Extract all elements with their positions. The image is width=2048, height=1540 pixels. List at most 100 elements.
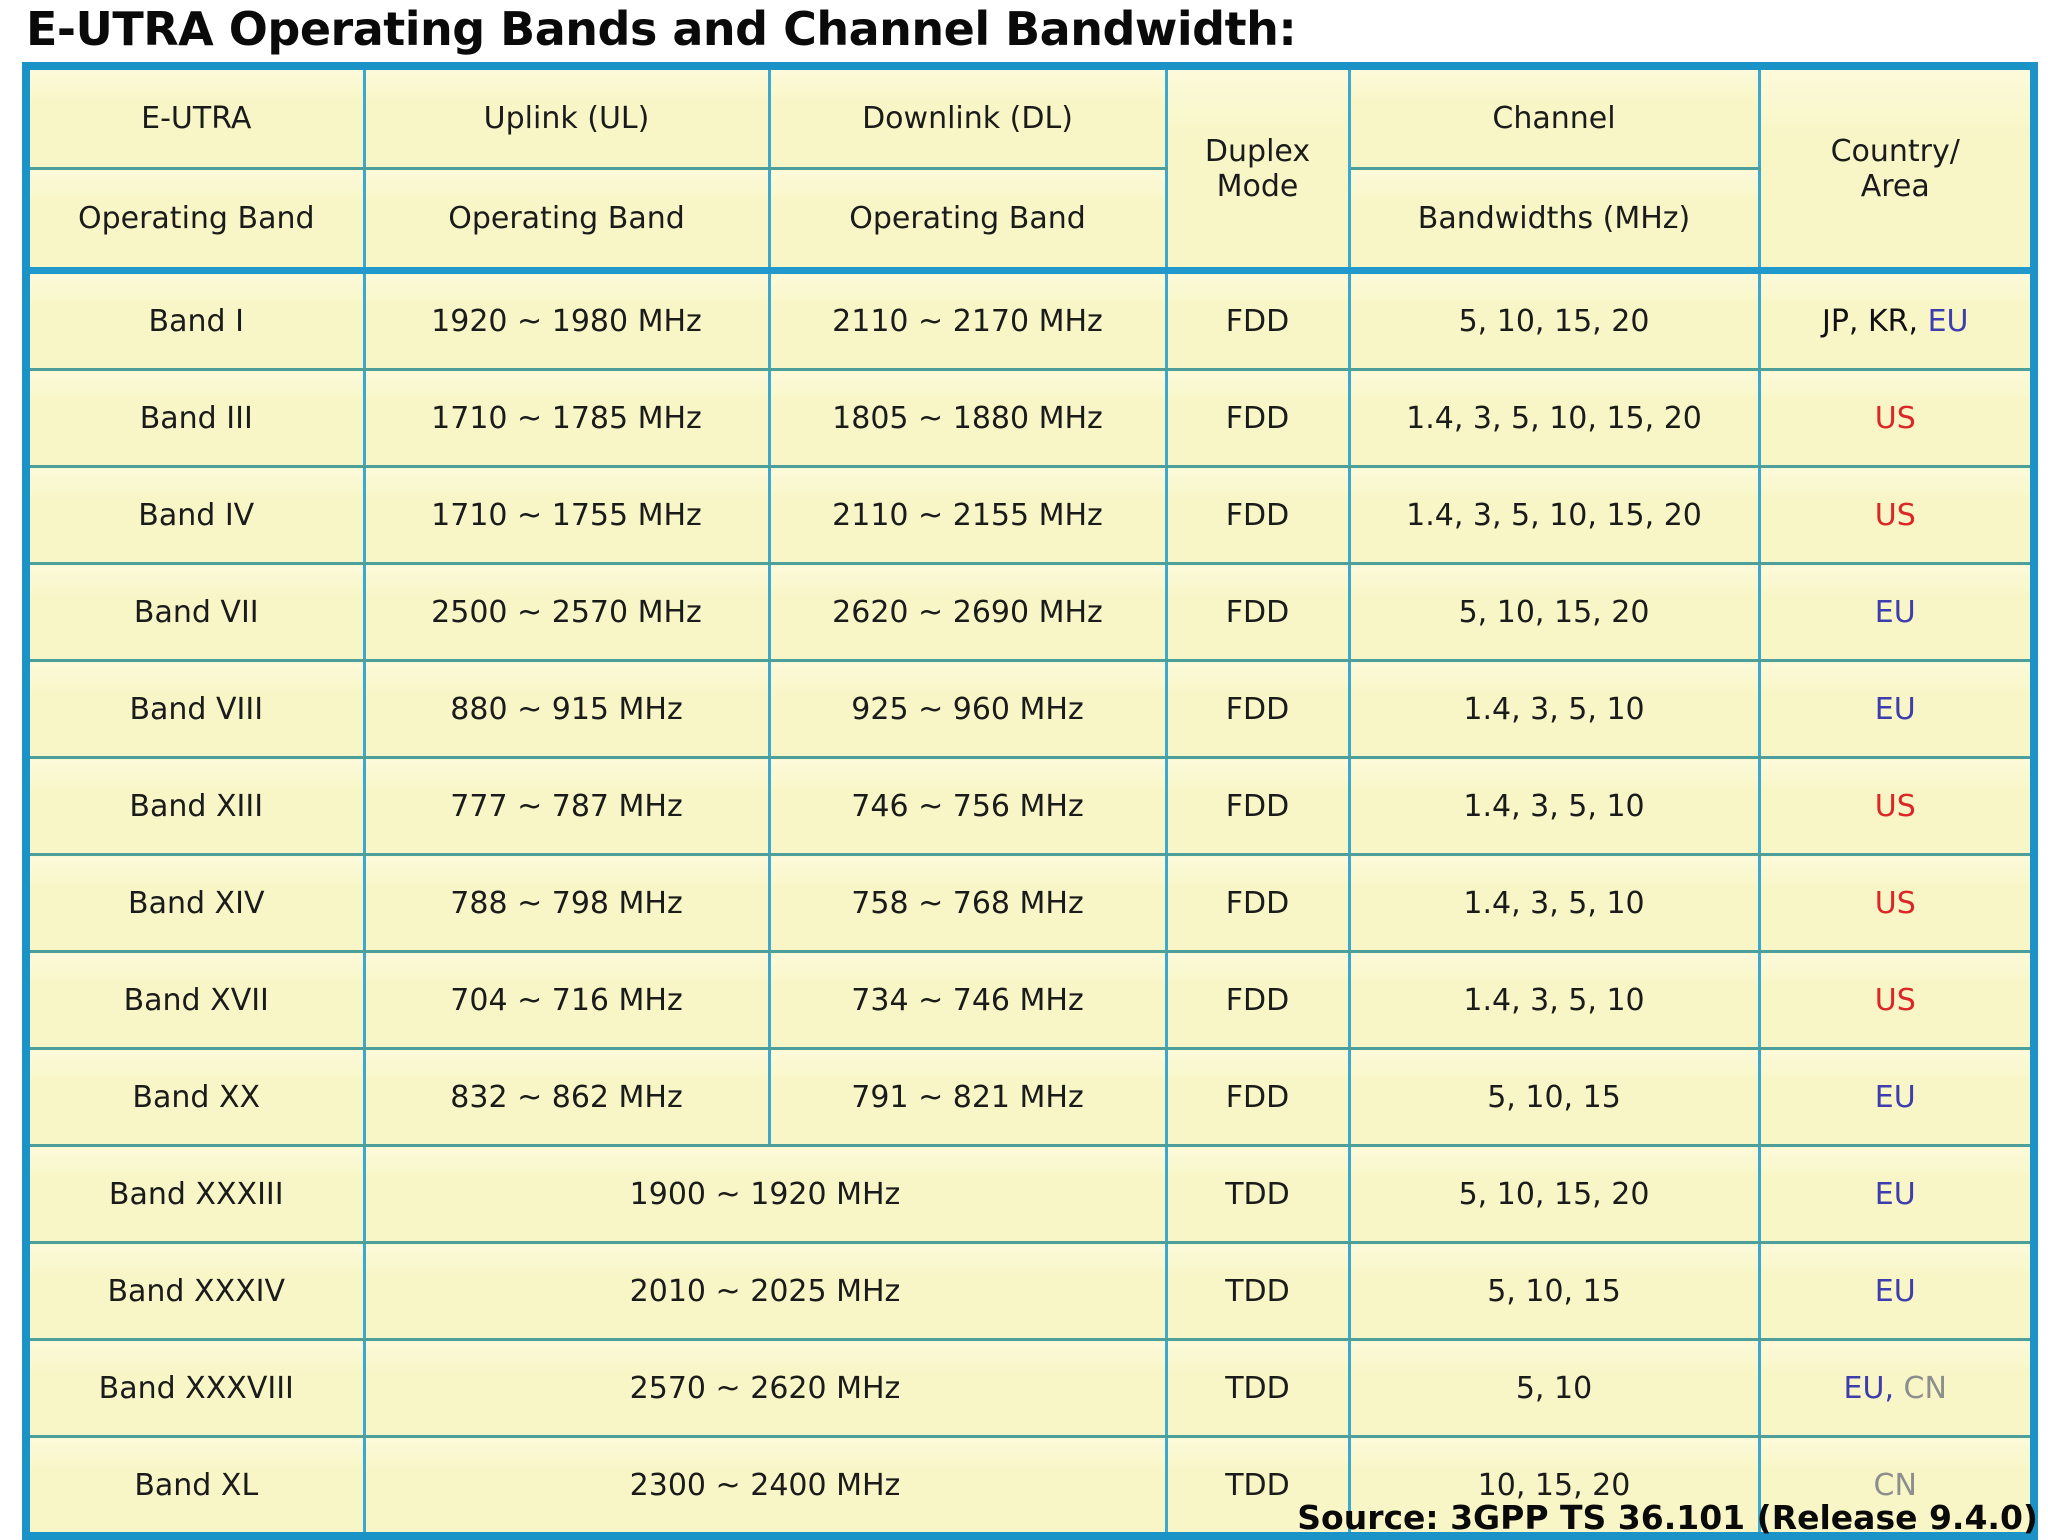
- header-channel: Channel: [1347, 64, 1761, 170]
- duplex-cell: FDD: [1164, 659, 1351, 759]
- uplink-cell: 1710 ~ 1785 MHz: [362, 368, 771, 468]
- country-segment: JP, KR,: [1821, 303, 1919, 339]
- bandwidths-cell: 5, 10, 15: [1347, 1047, 1761, 1147]
- country-segment: US: [1874, 885, 1916, 921]
- header-dl-operating-band: Operating Band: [767, 167, 1168, 274]
- duplex-cell: TDD: [1164, 1144, 1351, 1244]
- band-cell: Band III: [24, 368, 366, 468]
- bandwidths-cell: 1.4, 3, 5, 10: [1347, 853, 1761, 953]
- uplink-cell: 832 ~ 862 MHz: [362, 1047, 771, 1147]
- table-row: Band XXXIII 1900 ~ 1920 MHz TDD 5, 10, 1…: [24, 1144, 2036, 1244]
- uplink-cell: 788 ~ 798 MHz: [362, 853, 771, 953]
- table-row: Band I 1920 ~ 1980 MHz 2110 ~ 2170 MHz F…: [24, 269, 2036, 371]
- country-segment: US: [1874, 788, 1916, 824]
- band-cell: Band VII: [24, 562, 366, 662]
- band-cell: Band VIII: [24, 659, 366, 759]
- eutra-band-table: E-UTRA Uplink (UL) Downlink (DL) Duplex …: [22, 62, 2038, 1540]
- band-cell: Band XXXIV: [24, 1241, 366, 1341]
- uplink-downlink-merged-cell: 1900 ~ 1920 MHz: [362, 1144, 1168, 1244]
- country-cell: JP, KR, EU: [1757, 269, 2036, 371]
- duplex-cell: FDD: [1164, 1047, 1351, 1147]
- duplex-cell: FDD: [1164, 269, 1351, 371]
- downlink-cell: 2620 ~ 2690 MHz: [767, 562, 1168, 662]
- bandwidths-cell: 1.4, 3, 5, 10: [1347, 659, 1761, 759]
- duplex-cell: FDD: [1164, 756, 1351, 856]
- band-cell: Band I: [24, 269, 366, 371]
- country-cell: EU: [1757, 1241, 2036, 1341]
- bandwidths-cell: 1.4, 3, 5, 10, 15, 20: [1347, 368, 1761, 468]
- bandwidths-cell: 10, 15, 20: [1347, 1435, 1761, 1538]
- table-row: Band XXXIV 2010 ~ 2025 MHz TDD 5, 10, 15…: [24, 1241, 2036, 1341]
- header-uplink: Uplink (UL): [362, 64, 771, 170]
- downlink-cell: 925 ~ 960 MHz: [767, 659, 1168, 759]
- bandwidths-cell: 5, 10, 15, 20: [1347, 269, 1761, 371]
- table-row: Band XIV 788 ~ 798 MHz 758 ~ 768 MHz FDD…: [24, 853, 2036, 953]
- table-row: Band IV 1710 ~ 1755 MHz 2110 ~ 2155 MHz …: [24, 465, 2036, 565]
- header-duplex-line1: Duplex: [1204, 133, 1311, 169]
- bandwidths-cell: 5, 10, 15, 20: [1347, 562, 1761, 662]
- header-row-top: E-UTRA Uplink (UL) Downlink (DL) Duplex …: [24, 64, 2036, 274]
- uplink-cell: 880 ~ 915 MHz: [362, 659, 771, 759]
- uplink-downlink-merged-cell: 2010 ~ 2025 MHz: [362, 1241, 1168, 1341]
- duplex-cell: FDD: [1164, 950, 1351, 1050]
- header-country-line2: Area: [1860, 168, 1930, 204]
- country-segment: US: [1874, 982, 1916, 1018]
- country-cell: US: [1757, 368, 2036, 468]
- table-row: Band XVII 704 ~ 716 MHz 734 ~ 746 MHz FD…: [24, 950, 2036, 1050]
- duplex-cell: FDD: [1164, 368, 1351, 468]
- header-country-area: Country/ Area: [1757, 64, 2036, 274]
- uplink-cell: 1920 ~ 1980 MHz: [362, 269, 771, 371]
- header-bandwidths: Bandwidths (MHz): [1347, 167, 1761, 274]
- bandwidths-cell: 1.4, 3, 5, 10: [1347, 756, 1761, 856]
- country-segment: EU: [1874, 1079, 1916, 1115]
- country-cell: EU, CN: [1757, 1338, 2036, 1438]
- table-row: Band XIII 777 ~ 787 MHz 746 ~ 756 MHz FD…: [24, 756, 2036, 856]
- bandwidths-cell: 5, 10, 15: [1347, 1241, 1761, 1341]
- bandwidths-cell: 1.4, 3, 5, 10, 15, 20: [1347, 465, 1761, 565]
- country-cell: EU: [1757, 1144, 2036, 1244]
- band-cell: Band XVII: [24, 950, 366, 1050]
- bandwidths-cell: 5, 10, 15, 20: [1347, 1144, 1761, 1244]
- band-cell: Band XIII: [24, 756, 366, 856]
- country-segment: EU: [1918, 303, 1969, 339]
- country-segment: CN: [1873, 1467, 1917, 1503]
- band-cell: Band XXXVIII: [24, 1338, 366, 1438]
- header-duplex-line2: Mode: [1216, 168, 1299, 204]
- country-segment: EU: [1874, 691, 1916, 727]
- downlink-cell: 734 ~ 746 MHz: [767, 950, 1168, 1050]
- duplex-cell: FDD: [1164, 853, 1351, 953]
- duplex-cell: TDD: [1164, 1338, 1351, 1438]
- downlink-cell: 791 ~ 821 MHz: [767, 1047, 1168, 1147]
- uplink-downlink-merged-cell: 2300 ~ 2400 MHz: [362, 1435, 1168, 1538]
- country-segment: US: [1874, 400, 1916, 436]
- header-ul-operating-band: Operating Band: [362, 167, 771, 274]
- uplink-cell: 704 ~ 716 MHz: [362, 950, 771, 1050]
- uplink-cell: 777 ~ 787 MHz: [362, 756, 771, 856]
- table-row: Band VIII 880 ~ 915 MHz 925 ~ 960 MHz FD…: [24, 659, 2036, 759]
- header-eutra: E-UTRA: [24, 64, 366, 170]
- country-cell: US: [1757, 950, 2036, 1050]
- bandwidths-cell: 1.4, 3, 5, 10: [1347, 950, 1761, 1050]
- downlink-cell: 746 ~ 756 MHz: [767, 756, 1168, 856]
- downlink-cell: 2110 ~ 2155 MHz: [767, 465, 1168, 565]
- band-cell: Band XX: [24, 1047, 366, 1147]
- downlink-cell: 1805 ~ 1880 MHz: [767, 368, 1168, 468]
- country-cell: US: [1757, 756, 2036, 856]
- duplex-cell: FDD: [1164, 562, 1351, 662]
- country-segment: EU: [1874, 594, 1916, 630]
- duplex-cell: FDD: [1164, 465, 1351, 565]
- country-segment: EU: [1874, 1273, 1916, 1309]
- country-cell: EU: [1757, 659, 2036, 759]
- header-downlink: Downlink (DL): [767, 64, 1168, 170]
- uplink-cell: 1710 ~ 1755 MHz: [362, 465, 771, 565]
- country-cell: EU: [1757, 562, 2036, 662]
- duplex-cell: TDD: [1164, 1241, 1351, 1341]
- bandwidths-cell: 5, 10: [1347, 1338, 1761, 1438]
- header-country-line1: Country/: [1830, 133, 1960, 169]
- band-cell: Band XL: [24, 1435, 366, 1538]
- country-segment: US: [1874, 497, 1916, 533]
- country-segment: EU,: [1843, 1370, 1894, 1406]
- uplink-cell: 2500 ~ 2570 MHz: [362, 562, 771, 662]
- country-segment: EU: [1874, 1176, 1916, 1212]
- downlink-cell: 758 ~ 768 MHz: [767, 853, 1168, 953]
